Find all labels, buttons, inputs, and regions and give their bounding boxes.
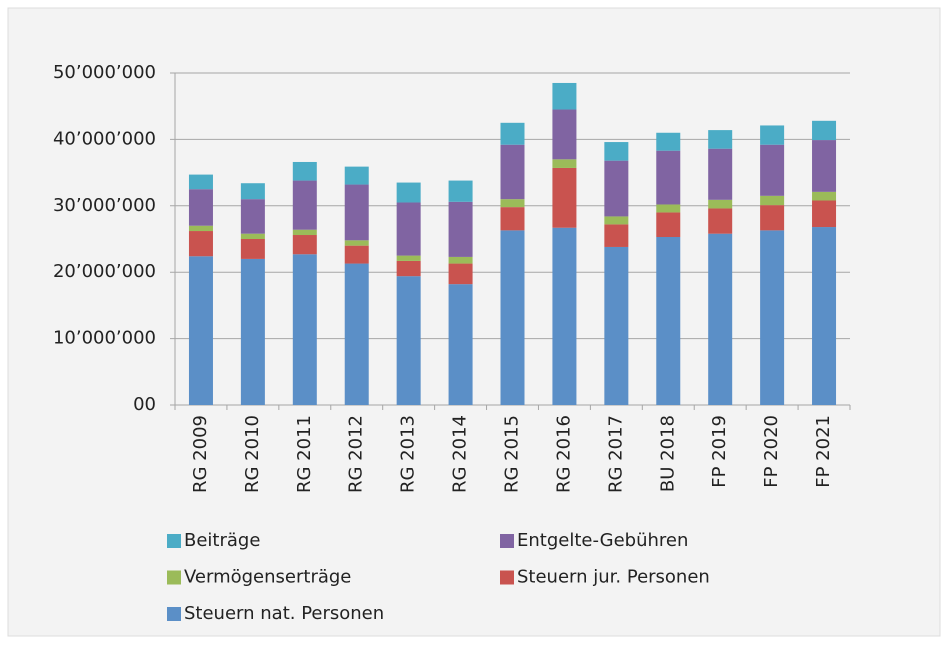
- x-tick-label: RG 2016: [553, 415, 574, 493]
- bar-segment: [708, 199, 733, 209]
- bar-segment: [812, 120, 837, 141]
- bar-segment: [552, 159, 577, 168]
- bar-segment: [500, 122, 525, 145]
- bar-segment: [292, 161, 317, 181]
- x-tick-label: BU 2018: [657, 415, 678, 492]
- bar-segment: [292, 235, 317, 255]
- bar-segment: [292, 254, 317, 405]
- bar-segment: [396, 260, 421, 277]
- bar-segment: [760, 230, 785, 405]
- x-tick-label: RG 2009: [190, 415, 211, 493]
- bar-segment: [344, 245, 369, 264]
- bar-segment: [812, 140, 837, 192]
- bar-segment: [448, 284, 473, 405]
- bar-segment: [708, 130, 733, 149]
- x-tick-label: RG 2012: [346, 415, 367, 493]
- bar-segment: [448, 256, 473, 264]
- bar-segment: [188, 189, 213, 226]
- bar-segment: [240, 199, 265, 234]
- bar-segment: [604, 142, 629, 161]
- bar-segment: [552, 82, 577, 110]
- bar-segment: [604, 246, 629, 405]
- bar-segment: [240, 233, 265, 239]
- legend-marker: [500, 534, 514, 548]
- legend-label: Steuern jur. Personen: [517, 567, 710, 588]
- legend-marker: [167, 534, 181, 548]
- bar-segment: [188, 256, 213, 405]
- bar-segment: [448, 180, 473, 202]
- bar-segment: [500, 199, 525, 208]
- bar-segment: [552, 167, 577, 228]
- x-tick-label: RG 2011: [294, 415, 315, 493]
- x-tick-label: RG 2015: [502, 415, 523, 493]
- bar-segment: [656, 204, 681, 213]
- x-tick-label: FP 2020: [761, 415, 782, 488]
- y-tick-label: 00: [133, 394, 156, 415]
- legend-marker: [167, 570, 181, 585]
- bar-segment: [448, 263, 473, 285]
- bar-segment: [552, 227, 577, 405]
- bar-segment: [188, 231, 213, 257]
- bar-segment: [396, 202, 421, 256]
- bar-segment: [604, 224, 629, 247]
- x-tick-label: RG 2014: [450, 415, 471, 493]
- bar-segment: [396, 255, 421, 261]
- bar-segment: [240, 183, 265, 200]
- bar-segment: [448, 201, 473, 257]
- y-tick-label: 40’000’000: [53, 128, 156, 149]
- bar-segment: [396, 182, 421, 203]
- bar-segment: [344, 263, 369, 405]
- x-tick-label: RG 2017: [605, 415, 626, 493]
- y-tick-label: 30’000’000: [53, 195, 156, 216]
- bar-segment: [292, 229, 317, 236]
- bar-segment: [760, 205, 785, 231]
- legend-label: Beiträge: [184, 530, 260, 551]
- x-tick-label: FP 2021: [813, 415, 834, 488]
- bar-segment: [656, 150, 681, 205]
- bar-segment: [708, 148, 733, 200]
- bar-segment: [344, 240, 369, 246]
- x-tick-label: FP 2019: [709, 415, 730, 488]
- legend-marker: [500, 570, 514, 585]
- bar-segment: [344, 166, 369, 185]
- panel: [7, 7, 941, 637]
- bar-segment: [240, 239, 265, 259]
- bar-segment: [188, 174, 213, 190]
- bar-segment: [292, 180, 317, 230]
- bar-segment: [812, 191, 837, 201]
- bar-segment: [604, 160, 629, 217]
- bar-segment: [656, 212, 681, 238]
- bar-segment: [708, 233, 733, 405]
- bar-segment: [656, 237, 681, 405]
- bar-segment: [500, 230, 525, 405]
- legend-label: Entgelte-Gebühren: [517, 530, 688, 551]
- bar-segment: [188, 225, 213, 232]
- legend-marker: [167, 607, 181, 621]
- bar-segment: [760, 195, 785, 206]
- bar-segment: [812, 200, 837, 228]
- bar-segment: [500, 207, 525, 231]
- legend-label: Vermögenserträge: [184, 567, 351, 588]
- bar-segment: [708, 208, 733, 234]
- bar-segment: [396, 276, 421, 405]
- bar-segment: [656, 132, 681, 151]
- bar-segment: [240, 258, 265, 405]
- y-tick-label: 50’000’000: [53, 62, 156, 83]
- bar-segment: [604, 216, 629, 225]
- x-tick-label: RG 2013: [398, 415, 419, 493]
- bar-segment: [812, 227, 837, 405]
- bar-segment: [760, 125, 785, 145]
- y-tick-label: 20’000’000: [53, 261, 156, 282]
- bar-segment: [552, 109, 577, 160]
- bar-segment: [344, 184, 369, 241]
- x-tick-label: RG 2010: [242, 415, 263, 493]
- legend-label: Steuern nat. Personen: [184, 603, 384, 624]
- y-tick-label: 10’000’000: [53, 328, 156, 349]
- bar-segment: [760, 144, 785, 196]
- bar-segment: [500, 144, 525, 200]
